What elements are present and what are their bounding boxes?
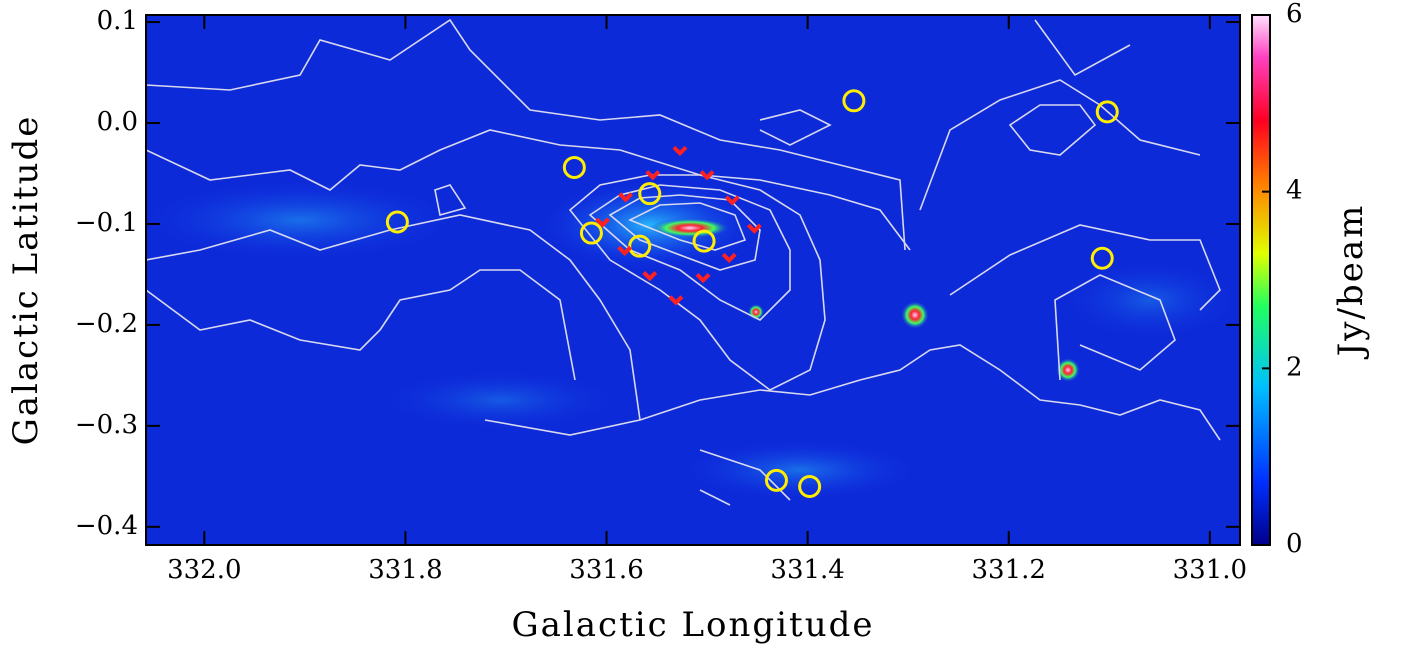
x-tick-label: 331.6 <box>569 555 643 585</box>
contour <box>146 214 641 421</box>
y-tick-label: 0.0 <box>97 107 138 137</box>
x-tick-label: 331.4 <box>770 555 844 585</box>
source-marker <box>764 468 788 492</box>
y-axis-label: Galactic Latitude <box>6 115 46 446</box>
contour <box>146 129 911 251</box>
red-marker <box>695 273 711 284</box>
red-marker <box>668 295 684 306</box>
contour <box>1034 19 1131 77</box>
red-marker <box>617 245 633 257</box>
contour <box>628 202 747 251</box>
contour <box>949 224 1221 311</box>
red-marker <box>595 217 610 228</box>
source-marker <box>638 182 662 206</box>
source-marker <box>385 210 409 234</box>
contour <box>1008 104 1097 156</box>
source-marker <box>562 155 586 179</box>
red-marker <box>618 192 634 203</box>
source-marker <box>1095 100 1119 124</box>
source-marker <box>842 89 866 113</box>
contour <box>146 18 906 251</box>
red-marker <box>724 195 740 206</box>
contour <box>759 109 832 146</box>
source-marker <box>579 221 603 245</box>
red-marker <box>645 170 661 181</box>
contour <box>699 489 731 506</box>
source-marker <box>628 234 652 258</box>
colorbar-tick-label: 6 <box>1286 0 1303 29</box>
x-tick-label: 332.0 <box>167 555 241 585</box>
image <box>146 15 1240 545</box>
colorbar-label: Jy/beam <box>1331 204 1371 360</box>
contour <box>434 184 467 217</box>
red-marker <box>699 170 715 181</box>
y-tick-label: −0.4 <box>75 511 138 541</box>
y-tick-label: −0.2 <box>75 309 138 339</box>
x-tick-label: 331.2 <box>972 555 1046 585</box>
source-marker <box>1090 246 1114 270</box>
contour <box>919 79 1201 211</box>
y-tick-label: −0.1 <box>75 208 138 238</box>
x-axis-label: Galactic Longitude <box>511 605 874 645</box>
contour <box>588 184 791 321</box>
plot-frame <box>145 14 1241 546</box>
colorbar-tick-label: 4 <box>1286 176 1303 206</box>
red-marker <box>721 252 737 264</box>
y-tick-label: −0.3 <box>75 410 138 440</box>
x-tick-label: 331.0 <box>1173 555 1247 585</box>
contour <box>484 344 1221 441</box>
red-marker <box>642 271 658 282</box>
colorbar-tick-label: 2 <box>1286 352 1303 382</box>
y-tick-label: 0.1 <box>97 6 138 36</box>
contour <box>1054 274 1176 381</box>
red-marker <box>672 145 688 157</box>
colorbar <box>1251 14 1271 546</box>
red-marker <box>746 223 762 234</box>
x-tick-label: 331.8 <box>368 555 442 585</box>
contour <box>146 269 576 381</box>
colorbar-tick-label: 0 <box>1286 529 1303 559</box>
source-marker <box>798 474 822 498</box>
source-marker <box>692 229 716 253</box>
